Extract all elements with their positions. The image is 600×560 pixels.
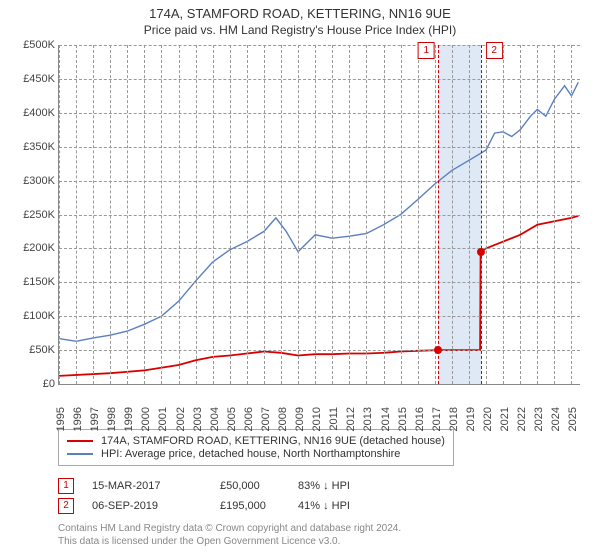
event-row: 1 15-MAR-2017 £50,000 83% ↓ HPI: [58, 478, 590, 494]
y-tick-label: £250K: [11, 209, 55, 221]
x-tick-label: 1995: [55, 407, 67, 431]
y-tick-label: £450K: [11, 73, 55, 85]
event-date: 15-MAR-2017: [92, 480, 202, 492]
marker-flag-icon: 2: [486, 42, 503, 59]
x-tick-label: 2019: [465, 407, 477, 431]
y-tick-label: £150K: [11, 276, 55, 288]
x-tick-label: 2001: [157, 407, 169, 431]
x-tick-label: 2021: [499, 407, 511, 431]
y-tick-label: £100K: [11, 310, 55, 322]
legend-swatch: [67, 440, 93, 442]
event-delta: 41% ↓ HPI: [298, 500, 350, 512]
x-tick-label: 2007: [260, 407, 272, 431]
x-tick-label: 2017: [431, 407, 443, 431]
x-tick-label: 1997: [89, 407, 101, 431]
legend-item-property: 174A, STAMFORD ROAD, KETTERING, NN16 9UE…: [67, 435, 445, 447]
events-table: 1 15-MAR-2017 £50,000 83% ↓ HPI 2 06-SEP…: [58, 478, 590, 514]
marker-flag-icon: 1: [418, 42, 435, 59]
y-tick-label: £350K: [11, 141, 55, 153]
event-flag-icon: 1: [58, 478, 74, 494]
plot-canvas: £0£50K£100K£150K£200K£250K£300K£350K£400…: [58, 45, 580, 385]
y-tick-label: £300K: [11, 175, 55, 187]
x-tick-label: 2018: [448, 407, 460, 431]
sale-dot-icon: [434, 346, 442, 354]
x-tick-label: 2012: [345, 407, 357, 431]
chart-container: 174A, STAMFORD ROAD, KETTERING, NN16 9UE…: [0, 0, 600, 552]
y-tick-label: £400K: [11, 107, 55, 119]
x-tick-label: 2002: [175, 407, 187, 431]
legend-swatch: [67, 453, 93, 455]
title-block: 174A, STAMFORD ROAD, KETTERING, NN16 9UE…: [10, 6, 590, 37]
footnote: Contains HM Land Registry data © Crown c…: [58, 522, 590, 548]
footnote-line: This data is licensed under the Open Gov…: [58, 535, 590, 548]
series-property: [59, 216, 578, 376]
x-tick-label: 2014: [380, 407, 392, 431]
legend: 174A, STAMFORD ROAD, KETTERING, NN16 9UE…: [58, 429, 454, 466]
y-tick-label: £500K: [11, 39, 55, 51]
x-tick-label: 2000: [140, 407, 152, 431]
event-price: £195,000: [220, 500, 280, 512]
x-tick-label: 2004: [209, 407, 221, 431]
x-tick-label: 2022: [516, 407, 528, 431]
series-hpi: [59, 82, 578, 341]
x-tick-label: 2008: [277, 407, 289, 431]
chart-title: 174A, STAMFORD ROAD, KETTERING, NN16 9UE: [10, 6, 590, 21]
event-date: 06-SEP-2019: [92, 500, 202, 512]
x-tick-label: 2006: [243, 407, 255, 431]
x-tick-label: 2015: [397, 407, 409, 431]
x-tick-label: 2016: [414, 407, 426, 431]
x-tick-label: 2025: [567, 407, 579, 431]
y-tick-label: £200K: [11, 242, 55, 254]
x-tick-label: 1998: [106, 407, 118, 431]
x-tick-label: 2020: [482, 407, 494, 431]
x-tick-label: 2024: [550, 407, 562, 431]
y-tick-label: £0: [11, 378, 55, 390]
footnote-line: Contains HM Land Registry data © Crown c…: [58, 522, 590, 535]
chart-subtitle: Price paid vs. HM Land Registry's House …: [10, 23, 590, 37]
marker-line: [481, 45, 482, 384]
x-tick-label: 2010: [311, 407, 323, 431]
legend-label: HPI: Average price, detached house, Nort…: [101, 448, 400, 460]
event-delta: 83% ↓ HPI: [298, 480, 350, 492]
event-row: 2 06-SEP-2019 £195,000 41% ↓ HPI: [58, 498, 590, 514]
event-flag-icon: 2: [58, 498, 74, 514]
x-axis-ticks: 1995199619971998199920002001200220032004…: [58, 385, 580, 419]
legend-label: 174A, STAMFORD ROAD, KETTERING, NN16 9UE…: [101, 435, 445, 447]
x-tick-label: 2023: [533, 407, 545, 431]
x-tick-label: 1996: [72, 407, 84, 431]
x-tick-label: 2009: [294, 407, 306, 431]
x-tick-label: 2003: [192, 407, 204, 431]
legend-item-hpi: HPI: Average price, detached house, Nort…: [67, 448, 445, 460]
y-tick-label: £50K: [11, 344, 55, 356]
event-price: £50,000: [220, 480, 280, 492]
plot-area: £0£50K£100K£150K£200K£250K£300K£350K£400…: [58, 45, 580, 385]
x-tick-label: 2011: [328, 407, 340, 431]
x-tick-label: 2013: [362, 407, 374, 431]
x-tick-label: 2005: [226, 407, 238, 431]
marker-line: [438, 45, 439, 384]
sale-dot-icon: [477, 248, 485, 256]
x-tick-label: 1999: [123, 407, 135, 431]
